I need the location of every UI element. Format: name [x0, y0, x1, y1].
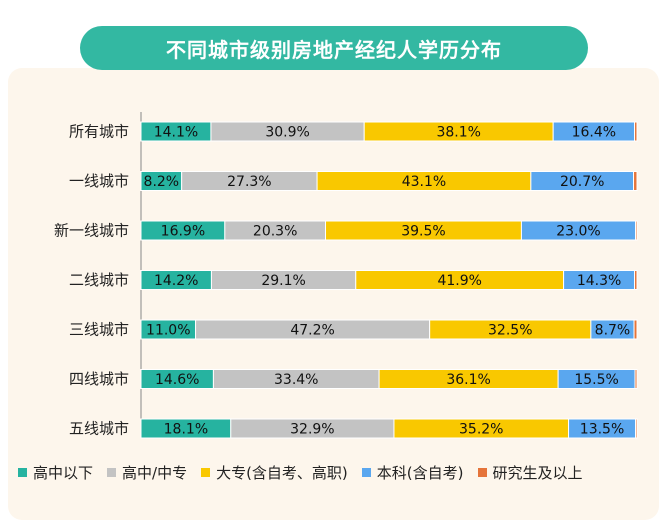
data-label: 29.1%: [261, 273, 305, 289]
data-label: 14.3%: [577, 273, 621, 289]
data-label: 18.1%: [164, 422, 208, 438]
bar-segment: [633, 171, 638, 191]
legend-swatch: [107, 467, 117, 477]
data-label: 14.6%: [155, 372, 199, 388]
legend-item: 大专(含自考、高职): [201, 462, 348, 483]
chart-title-banner: 不同城市级别房地产经纪人学历分布: [80, 26, 588, 70]
legend-item: 研究生及以上: [477, 462, 583, 483]
data-label: 16.9%: [161, 224, 205, 240]
data-label: 43.1%: [402, 174, 446, 190]
legend-item: 高中/中专: [107, 462, 187, 483]
bar-segment: [634, 270, 638, 290]
category-label: 二线城市: [69, 271, 129, 289]
data-label: 30.9%: [265, 125, 309, 141]
data-label: 47.2%: [290, 323, 334, 339]
bar-segment: [635, 418, 638, 439]
legend-label: 本科(含自考): [376, 463, 464, 482]
data-label: 8.2%: [144, 174, 180, 190]
data-label: 41.9%: [437, 273, 481, 289]
chart-legend: 高中以下 高中/中专 大专(含自考、高职) 本科(含自考) 研究生及以上: [18, 460, 658, 484]
bar-segment: [634, 121, 638, 142]
legend-swatch: [477, 467, 487, 477]
chart-title: 不同城市级别房地产经纪人学历分布: [166, 37, 502, 62]
bar-segment: [635, 220, 638, 241]
data-label: 38.1%: [436, 125, 480, 141]
legend-swatch: [18, 467, 27, 477]
data-label: 32.9%: [290, 422, 334, 438]
category-label: 三线城市: [69, 321, 129, 339]
data-label: 33.4%: [274, 372, 318, 388]
data-label: 23.0%: [556, 224, 600, 240]
category-label: 一线城市: [69, 172, 129, 190]
category-label: 四线城市: [69, 370, 129, 388]
data-label: 20.3%: [253, 224, 297, 240]
data-label: 20.7%: [560, 174, 604, 190]
legend-label: 高中以下: [33, 463, 94, 482]
category-label: 所有城市: [69, 123, 129, 141]
data-label: 11.0%: [146, 323, 190, 339]
data-label: 36.1%: [446, 372, 490, 388]
category-label: 新一线城市: [54, 222, 129, 240]
data-label: 39.5%: [401, 224, 445, 240]
data-label: 27.3%: [227, 174, 271, 190]
legend-label: 大专(含自考、高职): [216, 463, 348, 482]
data-label: 35.2%: [459, 422, 503, 438]
data-label: 16.4%: [572, 125, 616, 141]
data-label: 8.7%: [595, 323, 631, 339]
chart-panel: [8, 68, 659, 520]
legend-swatch: [201, 467, 211, 477]
data-label: 32.5%: [488, 323, 532, 339]
bar-segment: [634, 369, 638, 389]
data-label: 14.1%: [154, 125, 198, 141]
legend-label: 研究生及以上: [492, 463, 583, 482]
category-label: 五线城市: [69, 420, 129, 438]
bar-segment: [633, 319, 638, 340]
legend-item: 本科(含自考): [361, 462, 464, 483]
data-label: 15.5%: [574, 372, 618, 388]
legend-item: 高中以下: [18, 462, 93, 483]
legend-label: 高中/中专: [122, 463, 188, 482]
data-label: 13.5%: [580, 422, 624, 438]
legend-swatch: [361, 467, 371, 477]
data-label: 14.2%: [154, 273, 198, 289]
